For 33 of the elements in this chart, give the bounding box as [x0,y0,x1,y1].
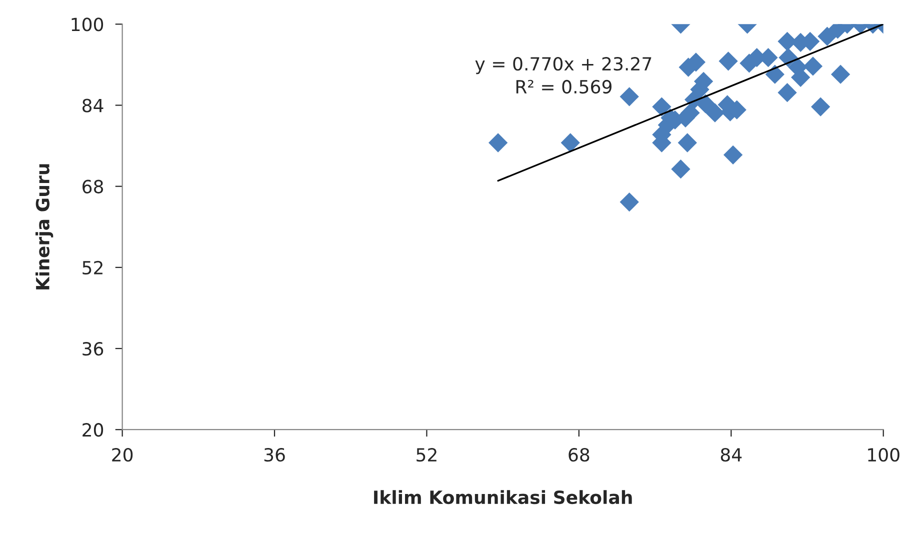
point [678,133,697,152]
point [810,97,830,116]
point [718,52,738,71]
point [723,145,743,164]
x-tick-label: 20 [112,448,133,462]
point [765,64,784,84]
x-tick-label: 84 [720,448,742,462]
y-tick-label: 100 [72,18,104,32]
point [778,83,797,102]
point [830,64,850,84]
point [696,94,716,114]
point [560,133,580,152]
x-tick-label: 52 [416,448,436,462]
annotation: R² = 0.569 [516,80,612,94]
point [705,103,725,122]
y-tick-label: 84 [82,98,104,112]
point [652,97,672,116]
point [620,87,639,106]
y-tick-label: 52 [82,260,102,275]
y-tick-label: 20 [82,423,104,437]
x-axis-title: Iklim Komunikasi Sekolah [374,490,632,504]
point [818,26,837,46]
x-tick-label: 68 [568,448,590,462]
y-tick-label: 68 [82,180,104,194]
x-tick-label: 36 [264,448,285,462]
y-axis-title: Kinerja Guru [36,164,54,290]
point [620,192,639,212]
x-tick-label: 100 [868,448,900,462]
point [488,133,508,152]
point [671,160,690,179]
point [803,56,823,76]
y-tick-label: 36 [82,342,104,356]
annotation: y = 0.770x + 23.27 [475,56,652,74]
